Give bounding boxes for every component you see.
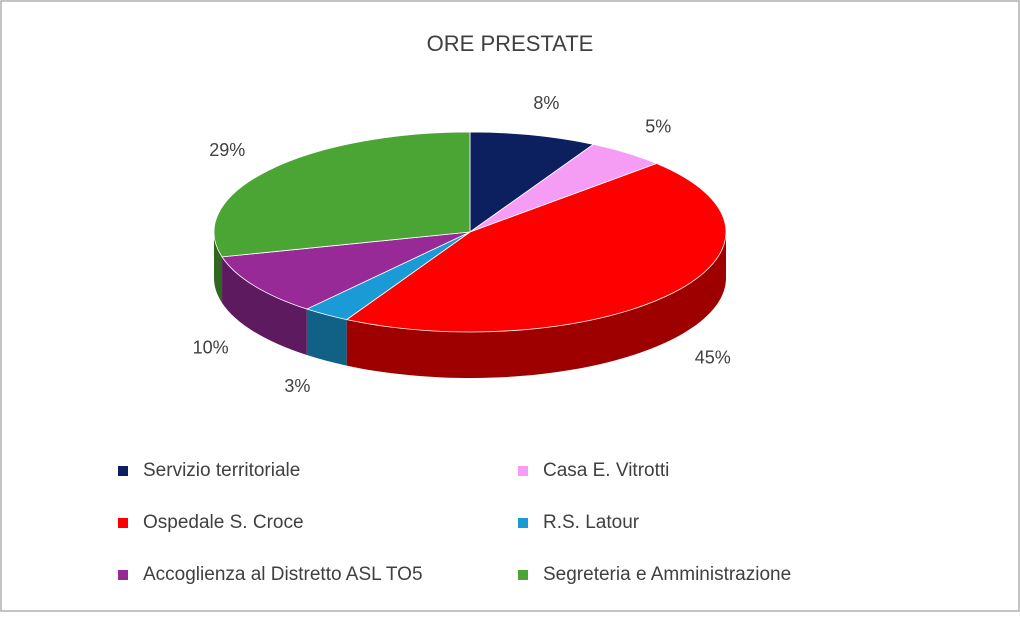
slice-side: [214, 232, 223, 303]
legend-swatch: [118, 466, 128, 476]
legend-label: Segreteria e Amministrazione: [543, 564, 791, 585]
slice-side: [222, 256, 307, 356]
legend-label: R.S. Latour: [543, 512, 640, 533]
data-label: 10%: [193, 337, 229, 357]
slice: [221, 231, 471, 310]
legend-label: Casa E. Vitrotti: [543, 460, 669, 481]
legend-swatch: [118, 570, 128, 580]
legend-label: Servizio territoriale: [143, 460, 300, 481]
legend-swatch: [518, 570, 528, 580]
legend-swatch: [518, 518, 528, 528]
data-label: 45%: [695, 348, 731, 368]
legend-swatch: [518, 466, 528, 476]
data-label: 29%: [209, 140, 245, 160]
data-label: 8%: [533, 93, 559, 113]
chart-title: ORE PRESTATE: [427, 31, 594, 56]
slice: [345, 163, 727, 333]
slice: [469, 131, 595, 233]
legend-label: Accoglienza al Distretto ASL TO5: [143, 564, 423, 585]
slice: [213, 131, 471, 258]
legend-swatch: [118, 518, 128, 528]
slice-side: [306, 309, 347, 366]
data-label: 5%: [645, 116, 671, 136]
data-label: 3%: [284, 376, 310, 396]
slice-side: [346, 232, 726, 379]
legend-label: Ospedale S. Croce: [143, 512, 304, 533]
